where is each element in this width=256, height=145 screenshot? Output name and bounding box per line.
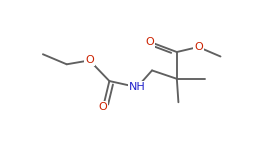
Text: O: O bbox=[194, 42, 203, 52]
Text: O: O bbox=[146, 37, 154, 47]
Text: O: O bbox=[85, 55, 94, 65]
Text: NH: NH bbox=[129, 82, 145, 92]
Text: O: O bbox=[99, 102, 108, 112]
